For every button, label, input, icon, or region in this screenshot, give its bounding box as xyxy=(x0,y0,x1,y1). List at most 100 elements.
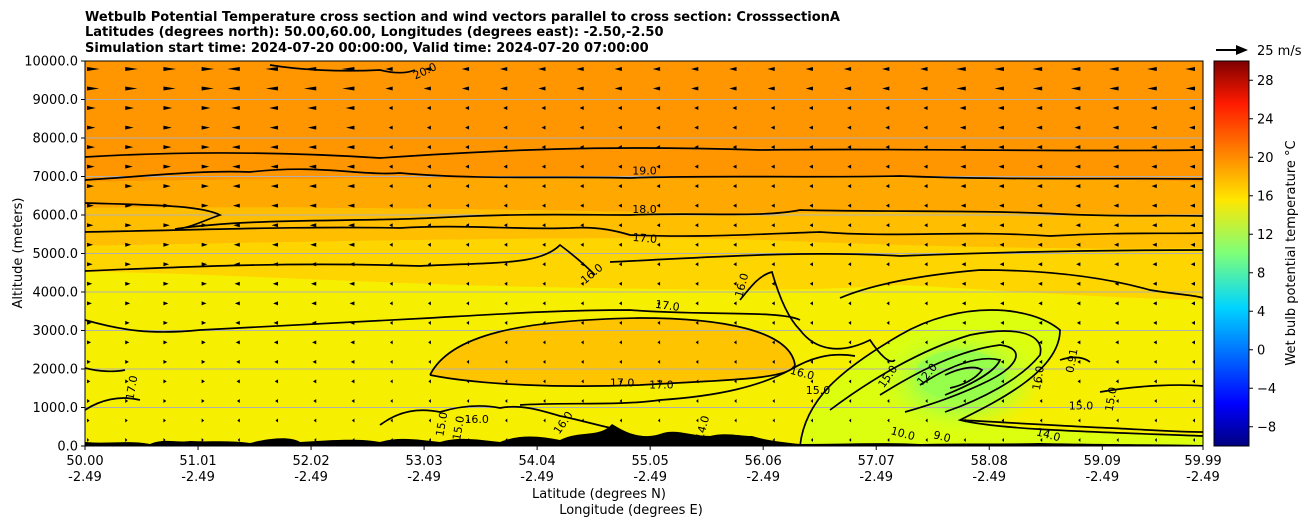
wind-vector-557 xyxy=(734,418,737,423)
wind-vector-460 xyxy=(466,359,470,364)
wind-vector-0 xyxy=(87,67,100,71)
wind-vector-227 xyxy=(733,203,737,208)
wind-vector-30 xyxy=(87,86,100,91)
wind-vector-283 xyxy=(580,242,584,247)
wind-vector-413 xyxy=(962,320,966,325)
wind-vector-491 xyxy=(504,379,508,384)
wind-vector-342 xyxy=(542,281,546,286)
wind-vector-425 xyxy=(273,340,279,345)
wind-vector-405 xyxy=(657,320,661,325)
wind-vector-199 xyxy=(809,184,813,189)
wind-vector-335 xyxy=(272,281,279,286)
contour-line-11 xyxy=(944,366,984,389)
wind-vector-496 xyxy=(695,379,699,384)
contour-label-14: 16.0 xyxy=(464,413,489,426)
wind-vector-243 xyxy=(201,223,209,228)
x-tick-lon-1: -2.49 xyxy=(181,470,215,485)
wind-vector-568 xyxy=(1154,418,1157,423)
wind-vector-280 xyxy=(465,242,470,247)
wind-vector-424 xyxy=(235,340,240,345)
wind-vector-10 xyxy=(461,67,470,71)
wind-vector-238 xyxy=(1151,203,1157,208)
wind-vector-490 xyxy=(466,379,470,384)
wind-vector-305 xyxy=(272,262,279,267)
wind-vector-472 xyxy=(925,359,928,364)
wind-vector-160 xyxy=(465,164,470,169)
wind-vector-350 xyxy=(848,281,852,286)
wind-vector-62 xyxy=(163,106,173,111)
contour-label-18: 14.0 xyxy=(693,414,712,441)
wind-vector-532 xyxy=(925,398,928,403)
wind-vector-16 xyxy=(690,67,699,71)
wind-vector-117 xyxy=(1112,125,1119,130)
wind-vector-526 xyxy=(696,398,699,403)
colorbar-tick-label-5: 8 xyxy=(1257,266,1265,281)
wind-vector-409 xyxy=(810,320,813,325)
wind-vector-88 xyxy=(1150,106,1157,111)
wind-vector-299 xyxy=(1190,242,1195,247)
wind-vector-583 xyxy=(581,438,584,442)
wind-vector-395 xyxy=(273,320,279,325)
wind-vector-41 xyxy=(500,86,508,91)
wind-vector-343 xyxy=(580,281,584,286)
x-tick-lon-6: -2.49 xyxy=(746,470,780,485)
wind-vector-197 xyxy=(732,184,737,189)
wind-vector-213 xyxy=(201,203,209,208)
wind-vector-226 xyxy=(694,203,699,208)
quiver-key: 25 m/s xyxy=(1216,44,1302,59)
wind-vector-93 xyxy=(201,125,211,130)
wind-vector-523 xyxy=(581,398,584,403)
wind-vector-498 xyxy=(772,379,775,384)
wind-vector-229 xyxy=(809,203,813,208)
wind-vector-239 xyxy=(1190,203,1195,208)
x-tick-lat-4: 54.04 xyxy=(519,454,556,469)
wind-vector-47 xyxy=(729,86,737,91)
wind-vector-297 xyxy=(1114,242,1119,247)
wind-vector-591 xyxy=(887,438,890,442)
wind-vector-291 xyxy=(886,242,890,247)
wind-vector-443 xyxy=(962,340,966,345)
wind-vector-249 xyxy=(427,223,431,228)
wind-vector-179 xyxy=(1189,164,1195,169)
wind-vector-321 xyxy=(886,262,890,267)
wind-vector-412 xyxy=(924,320,928,325)
wind-vector-324 xyxy=(999,262,1004,267)
wind-vector-31 xyxy=(125,86,138,91)
wind-vector-344 xyxy=(618,281,622,286)
wind-vector-69 xyxy=(426,106,431,111)
wind-vector-234 xyxy=(998,203,1004,208)
wind-vector-389 xyxy=(1191,301,1195,306)
colorbar-tick-label-7: 0 xyxy=(1257,343,1265,358)
wind-vector-165 xyxy=(656,164,661,169)
wind-vector-128 xyxy=(388,145,393,150)
wind-vector-193 xyxy=(580,184,584,189)
wind-vector-577 xyxy=(352,438,355,442)
wind-vector-102 xyxy=(541,125,546,130)
contour-line-17-lower-left xyxy=(85,367,141,411)
wind-vector-548 xyxy=(390,418,393,423)
wind-vector-247 xyxy=(347,223,355,228)
wind-vector-136 xyxy=(694,145,699,150)
wind-vector-337 xyxy=(349,281,355,286)
wind-vector-180 xyxy=(87,184,95,189)
wind-vector-450 xyxy=(87,359,91,364)
wind-vector-345 xyxy=(657,281,661,286)
wind-vector-371 xyxy=(504,301,508,306)
wind-vector-467 xyxy=(733,359,737,364)
wind-vector-83 xyxy=(959,106,966,111)
wind-vector-221 xyxy=(503,203,508,208)
wind-vector-141 xyxy=(885,145,890,150)
wind-vector-220 xyxy=(465,203,470,208)
wind-vector-156 xyxy=(308,164,317,169)
wind-vector-479 xyxy=(1191,359,1195,364)
wind-vector-7 xyxy=(341,67,355,71)
wind-vector-149 xyxy=(1189,145,1195,150)
wind-vector-53 xyxy=(956,86,966,91)
wind-vector-323 xyxy=(961,262,966,267)
wind-vector-430 xyxy=(466,340,470,345)
wind-vector-416 xyxy=(1076,320,1081,325)
wind-vector-52 xyxy=(920,86,928,91)
contour-label-16: 15.0 xyxy=(450,415,467,441)
wind-vector-87 xyxy=(1112,106,1119,111)
wind-vector-320 xyxy=(848,262,852,267)
